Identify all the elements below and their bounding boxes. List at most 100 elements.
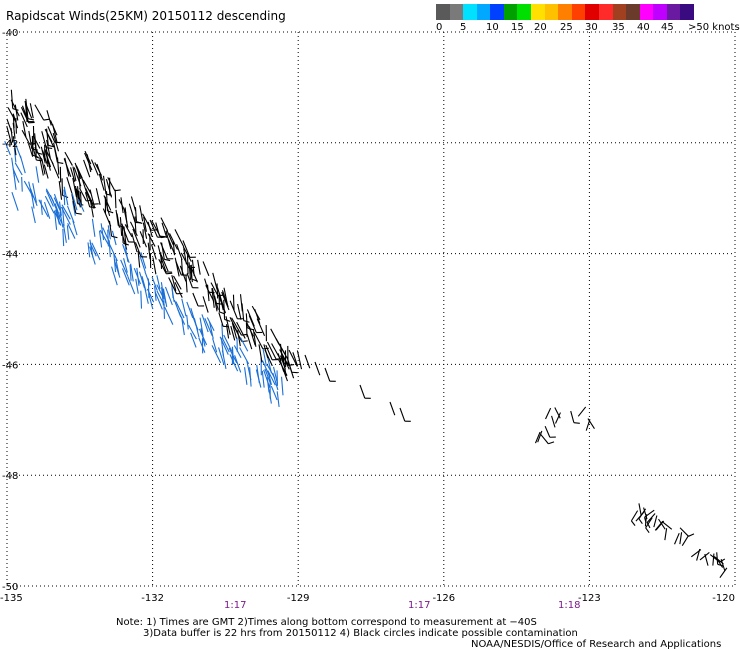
lat-tick-label: -46 [2,360,18,371]
wind-barb [229,354,239,372]
wind-barb [198,328,208,346]
wind-barb [10,89,14,109]
wind-barb [266,341,277,360]
wind-barb [296,350,303,370]
lon-tick-label: -135 [0,593,23,604]
wind-barb [6,126,13,145]
wind-barb [211,288,217,304]
lat-tick-label: -42 [2,139,18,150]
wind-barb [646,513,656,523]
lat-tick-label: -40 [2,28,18,39]
wind-barb-flag [105,193,112,196]
wind-barb [62,228,65,247]
wind-barb [699,551,710,561]
wind-barb [399,407,406,422]
wind-barb [139,255,146,273]
wind-barb [223,287,228,305]
wind-barb [114,189,117,209]
wind-barb [147,233,156,247]
colorbar-labels: 0 5 10 15 20 25 30 35 40 45 >50 knots [436,22,740,36]
wind-barb-flag [645,527,650,533]
wind-barb [71,192,78,211]
wind-barb [204,278,210,293]
wind-barb [58,181,63,200]
lon-tick-label: -129 [287,593,310,604]
wind-barb [120,259,129,277]
time-label-3: 1:18 [558,600,581,611]
wind-barb [107,177,116,191]
wind-barb [66,176,73,195]
wind-barb [160,254,169,272]
wind-barb [218,347,225,365]
colorbar-swatch [449,4,464,20]
grid-lines [6,31,736,587]
wind-barb [12,122,16,139]
wind-barb [165,230,172,250]
wind-barb [86,192,95,209]
wind-barb [679,532,683,545]
axis-tick-labels: -135 -132 -129 -126 -123 -120 -40 -42 -44 -46 -48 -… [0,28,735,604]
wind-barb [4,140,11,156]
wind-barb [189,265,198,283]
wind-barb [11,191,19,211]
wind-barb [137,251,141,268]
wind-barb [202,261,210,277]
colorbar-swatch [490,4,504,20]
colorbar-swatch [598,4,613,20]
wind-barb [11,157,15,177]
wind-barb [21,129,31,145]
lon-tick-label: -132 [141,593,164,604]
wind-barb [56,157,60,175]
wind-barb-flag [62,194,69,198]
wind-barb [251,305,261,321]
wind-barb [46,139,51,159]
wind-barb [53,197,62,213]
wind-barb [719,567,728,578]
wind-barb [186,273,193,288]
wind-barb [554,407,561,419]
wind-barb [10,99,20,117]
wind-barb [138,271,146,289]
wind-barb [236,321,246,339]
wind-barb [121,268,130,286]
wind-barb-flag [111,235,118,239]
colorbar-label: 20 [534,22,547,33]
wind-barb [79,187,87,202]
colorbar-swatch [476,4,491,20]
wind-barb [20,106,30,124]
wind-barb [150,244,157,260]
wind-barb [144,271,151,286]
wind-barb [186,301,194,319]
wind-barb [570,410,575,423]
wind-barb [47,126,56,143]
wind-barb [169,233,178,250]
wind-barb-flag [688,533,695,537]
wind-barb [12,136,17,156]
wind-barb-flag [548,441,555,445]
wind-barb [7,107,16,122]
wind-barb [206,317,215,331]
wind-barb-flag [89,206,96,209]
wind-barb [90,159,99,176]
wind-barb [62,223,67,243]
wind-barb [151,276,158,291]
wind-barb [44,195,55,214]
colorbar-label: 0 [436,22,443,33]
colorbar-swatch [571,4,586,20]
wind-barb [186,314,189,330]
wind-barb [98,230,103,248]
wind-barb [72,220,78,236]
wind-barb [131,232,138,253]
wind-barb [85,188,94,205]
wind-barb [13,147,17,163]
wind-barb-flag [46,147,53,149]
wind-barb [89,189,96,208]
wind-barb [134,242,142,258]
wind-barb [45,190,54,207]
wind-barb [98,173,105,191]
wind-barb [158,258,167,275]
wind-barb [645,517,653,529]
wind-barb [206,284,210,302]
wind-barb [27,143,34,157]
wind-speed-colorbar [436,4,694,20]
